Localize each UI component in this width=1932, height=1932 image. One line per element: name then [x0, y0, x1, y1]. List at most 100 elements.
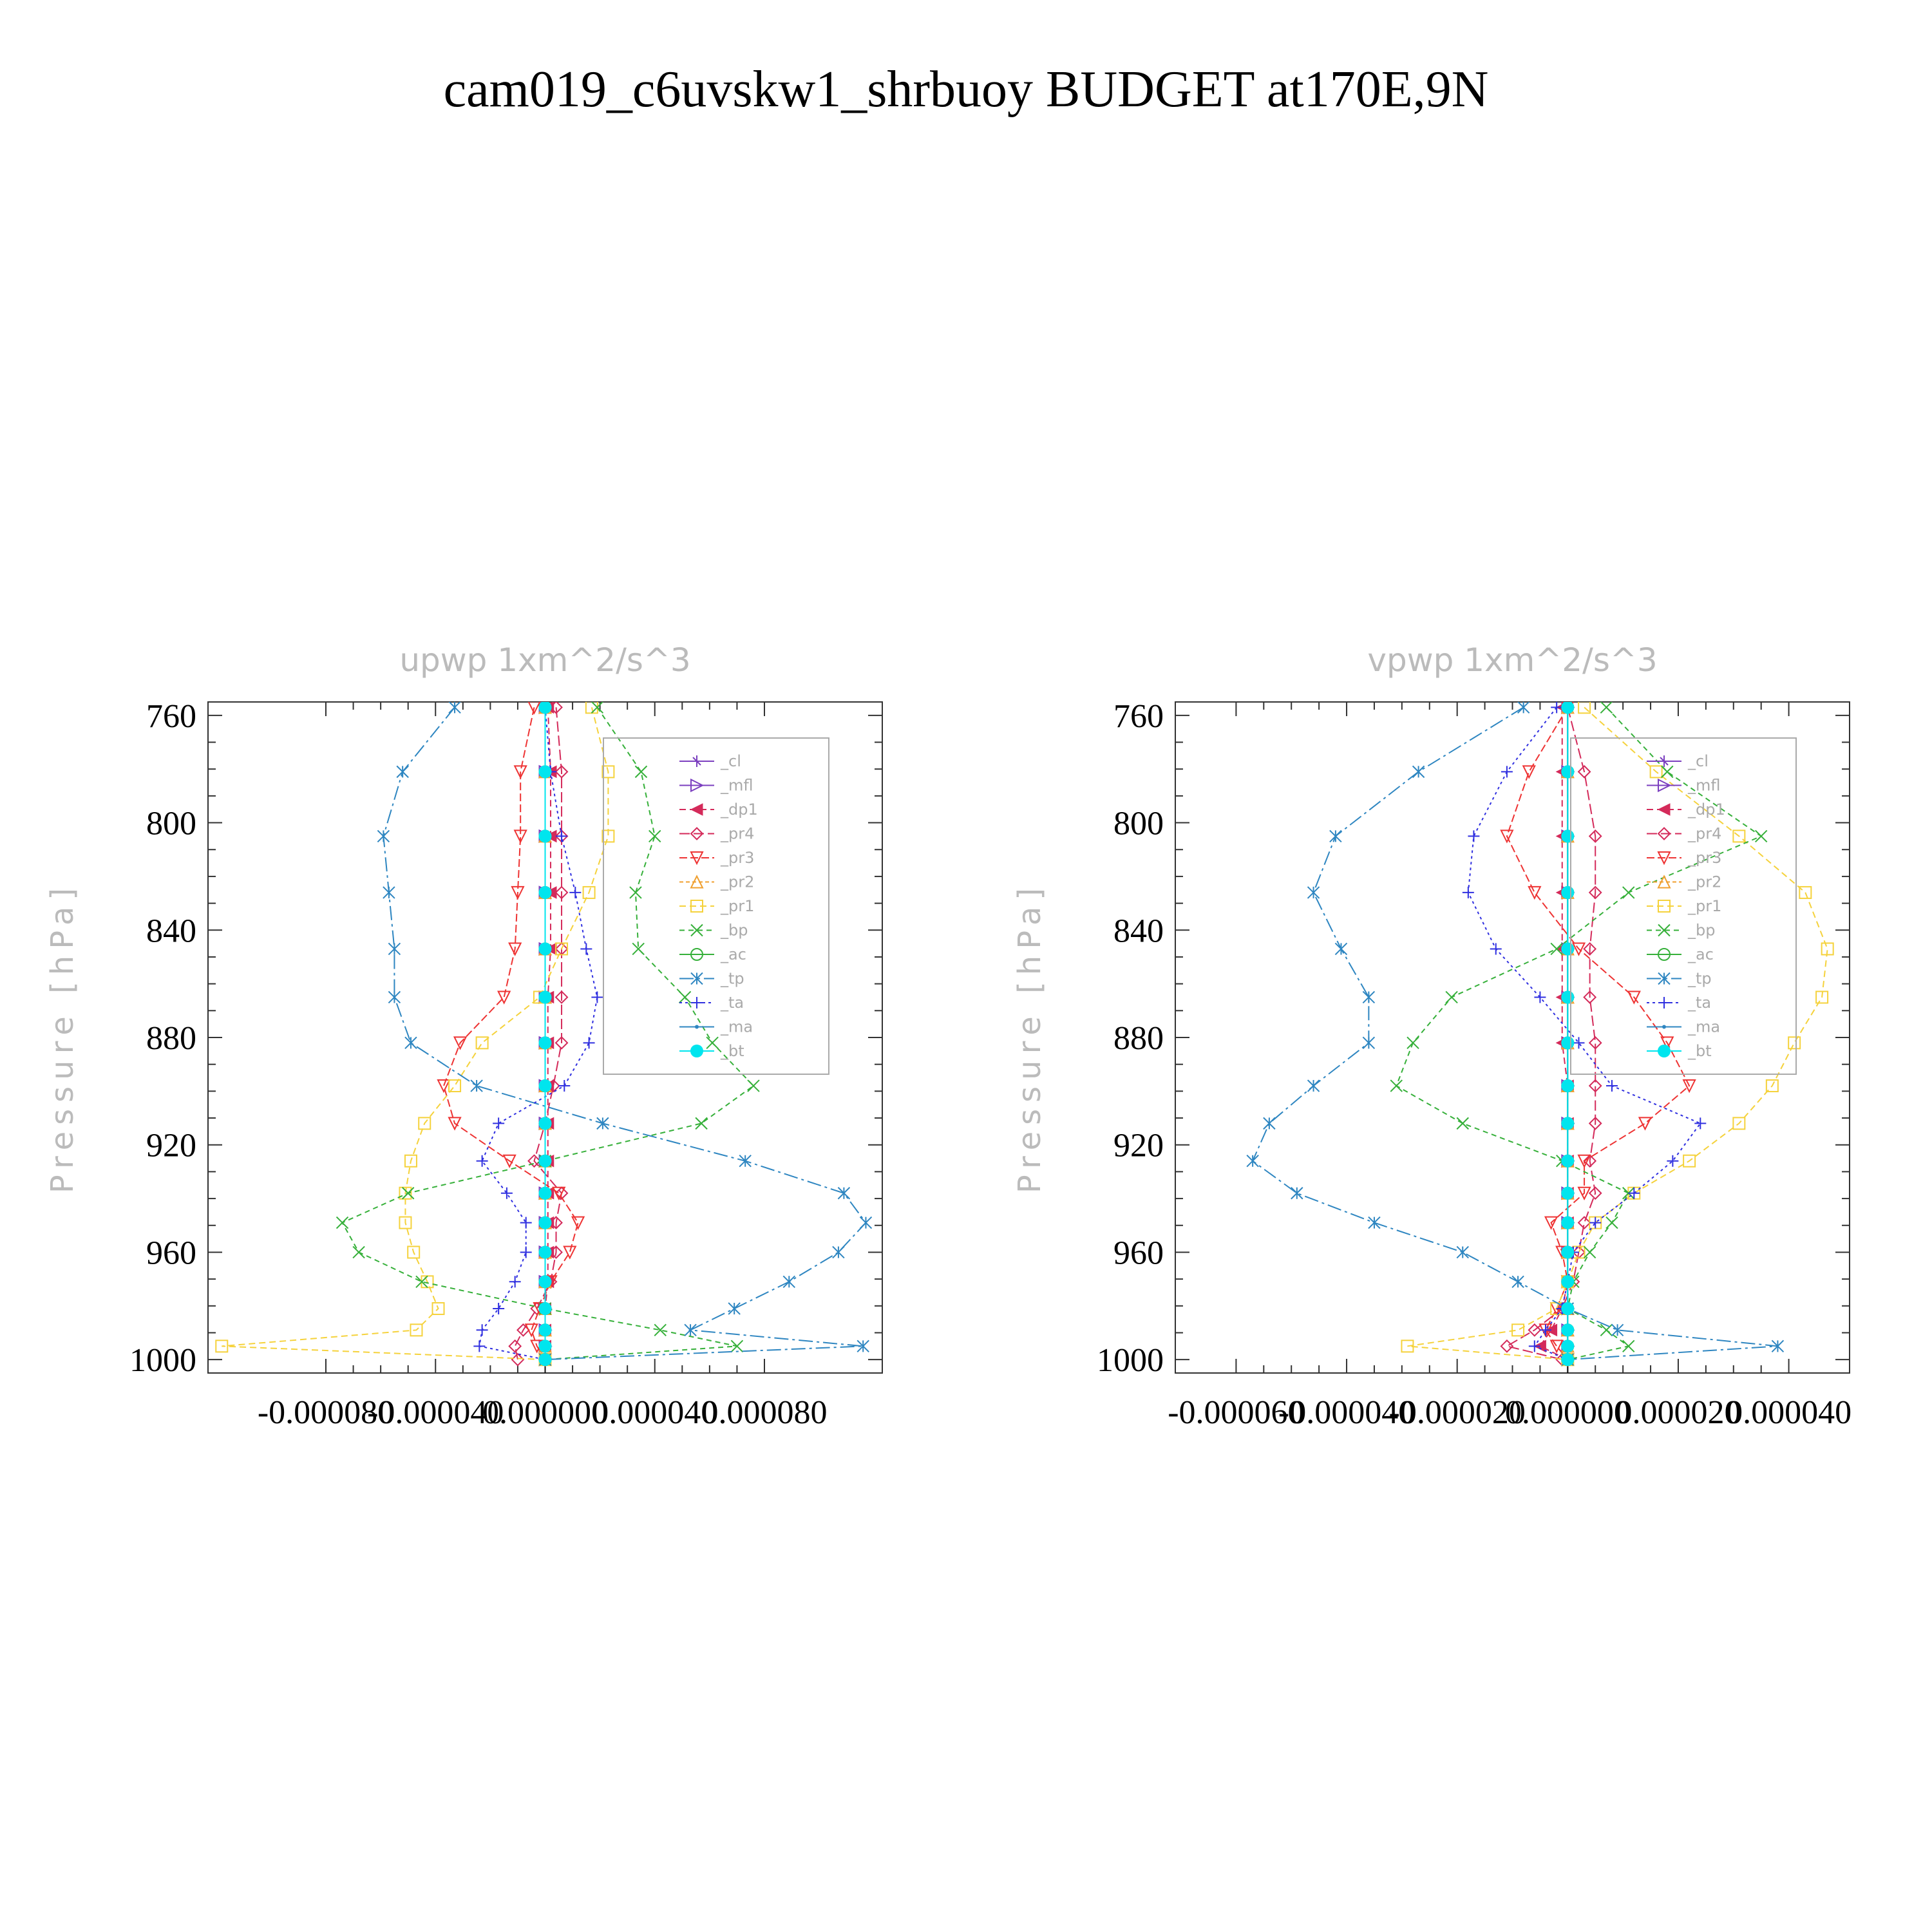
legend-marker — [1658, 997, 1670, 1009]
data-point — [1263, 1117, 1276, 1130]
y-tick-label: 880 — [1113, 1020, 1164, 1057]
data-point — [1456, 1245, 1469, 1259]
data-point — [508, 1339, 522, 1353]
legend-marker — [1662, 1025, 1666, 1029]
panel-title: vpwp 1xm^2/s^3 — [1367, 641, 1657, 679]
legend-label: _ta — [1687, 994, 1711, 1012]
data-point — [404, 1036, 417, 1050]
data-point — [1600, 1323, 1613, 1337]
x-tick-label: 0.000040 — [592, 1394, 717, 1431]
data-point — [1561, 1353, 1575, 1367]
data-point — [476, 1324, 488, 1336]
series-line — [341, 706, 755, 1361]
data-point — [431, 1302, 445, 1315]
data-point — [538, 1036, 552, 1050]
x-tick-label: -0.000080 — [258, 1394, 394, 1431]
data-point — [1544, 1216, 1558, 1230]
data-point — [538, 1216, 552, 1229]
data-point — [583, 1037, 595, 1049]
data-point — [1661, 765, 1674, 779]
data-point — [1406, 1036, 1419, 1050]
data-point — [538, 702, 552, 714]
legend-label: _pr4 — [720, 825, 754, 843]
data-point — [782, 1275, 795, 1288]
data-point — [476, 1155, 488, 1167]
data-point — [1329, 829, 1342, 843]
data-point — [1588, 1079, 1602, 1093]
data-point — [1490, 943, 1502, 955]
data-point — [1754, 829, 1768, 843]
series-line — [1506, 706, 1690, 1360]
data-point — [591, 991, 603, 1003]
data-point — [1815, 990, 1829, 1004]
legend-label: _mfl — [720, 777, 753, 795]
data-point — [554, 886, 569, 900]
data-point — [1600, 702, 1613, 714]
data-point — [1501, 766, 1513, 778]
x-tick-label: 0.000080 — [701, 1394, 827, 1431]
data-point — [1561, 765, 1575, 779]
data-point — [352, 1245, 365, 1259]
data-point — [1522, 765, 1536, 779]
series-line — [383, 706, 867, 1361]
data-point — [508, 942, 522, 956]
data-point — [1732, 829, 1746, 843]
y-axis-label: Pressure [hPa] — [44, 882, 80, 1193]
legend-box — [1570, 737, 1797, 1075]
legend-label: _ta — [720, 994, 744, 1012]
panel-upwp: upwp 1xm^2/s^3 Pressure [hPa] 760 800 840 880… — [44, 641, 883, 1431]
data-point — [448, 1079, 462, 1093]
data-point — [538, 1154, 552, 1168]
data-point — [1628, 1187, 1640, 1199]
legend-marker — [1657, 827, 1671, 840]
data-point — [632, 942, 645, 956]
data-point — [1307, 1079, 1320, 1092]
data-point — [1362, 990, 1376, 1004]
data-point — [1771, 1340, 1785, 1353]
data-point — [582, 886, 596, 899]
data-point — [388, 990, 401, 1004]
legend-entry: _tp — [679, 970, 744, 988]
legend-marker — [690, 875, 704, 889]
data-point — [563, 1245, 577, 1260]
data-point — [502, 1154, 516, 1168]
data-point — [1561, 1154, 1575, 1168]
series-tp — [377, 702, 873, 1366]
y-tick-label: 960 — [1113, 1235, 1164, 1271]
data-point — [1638, 1117, 1653, 1131]
series-bp — [1390, 702, 1768, 1366]
legend-marker — [690, 900, 703, 913]
data-point — [509, 1276, 521, 1288]
data-point — [470, 1079, 483, 1092]
data-point — [571, 1216, 585, 1230]
legend-entry: _mfl — [679, 777, 753, 795]
series-line — [544, 707, 552, 1360]
data-point — [1821, 942, 1834, 956]
data-point — [1577, 1216, 1591, 1230]
data-point — [1561, 990, 1575, 1004]
data-point — [649, 829, 661, 843]
legend-label: _ac — [1687, 945, 1714, 963]
data-point — [538, 990, 552, 1004]
legend-label: _pr1 — [1687, 897, 1721, 915]
legend-entry: _pr4 — [679, 825, 754, 843]
data-point — [569, 886, 582, 898]
legend-label: _pr2 — [1687, 873, 1721, 891]
x-tick-label: -0.000040 — [367, 1394, 504, 1431]
y-tick-label: 880 — [146, 1020, 196, 1057]
data-point — [654, 1323, 667, 1337]
data-point — [1500, 829, 1514, 844]
legend-marker — [1658, 755, 1670, 767]
data-point — [552, 1186, 566, 1200]
data-point — [1732, 1117, 1746, 1130]
legend-entry: _cl — [1647, 752, 1709, 770]
y-axis-label: Pressure [hPa] — [1012, 882, 1048, 1193]
data-point — [1551, 702, 1563, 714]
data-point — [747, 1079, 760, 1092]
legend-label: _pr2 — [720, 873, 754, 891]
data-point — [1611, 1323, 1624, 1337]
legend-entry: _ma — [1647, 1018, 1720, 1036]
data-point — [415, 1275, 428, 1288]
legend-marker — [691, 997, 703, 1009]
data-point — [524, 1323, 538, 1338]
